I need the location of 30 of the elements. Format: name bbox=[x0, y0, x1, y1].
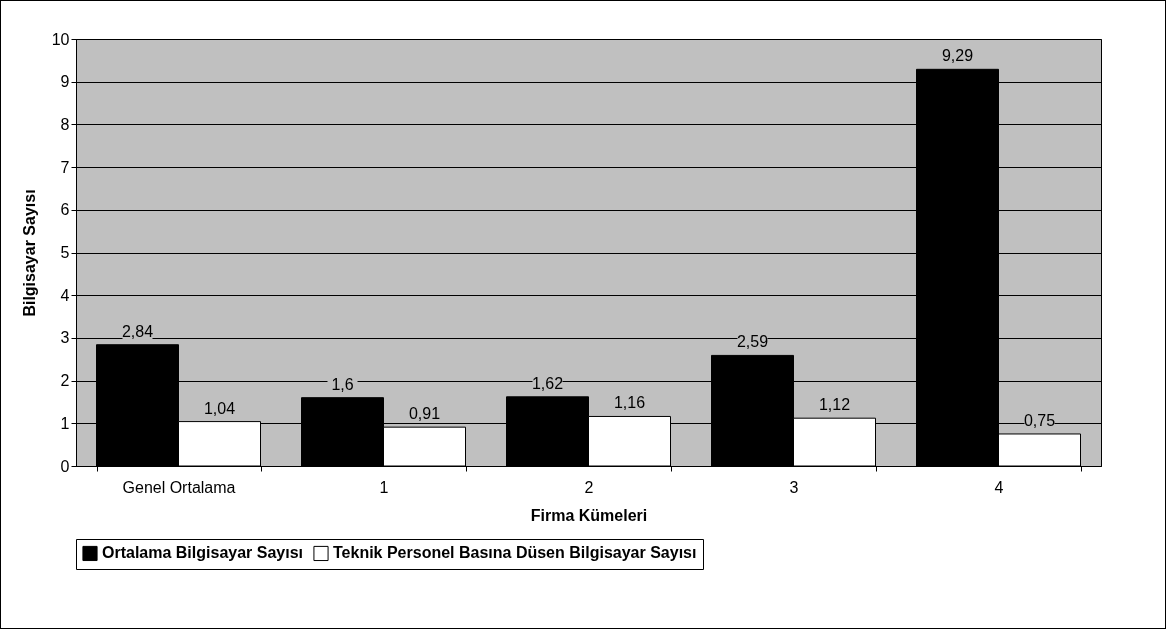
data-label: 1,12 bbox=[818, 396, 851, 414]
x-tick-label: 3 bbox=[789, 478, 799, 496]
y-tick-label: 2 bbox=[60, 372, 70, 390]
y-tick-label: 4 bbox=[60, 286, 70, 304]
y-tick-label: 5 bbox=[60, 244, 70, 261]
data-label: 0,91 bbox=[408, 405, 441, 423]
data-label: 2,84 bbox=[121, 322, 154, 340]
legend-label: Teknik Personel Basına Düsen Bilgisayar Sayısı bbox=[333, 544, 697, 562]
x-tick-label: Genel Ortalama bbox=[122, 478, 236, 496]
y-tick-label: 0 bbox=[60, 457, 70, 475]
y-tick-label: 6 bbox=[60, 201, 70, 219]
data-label: 1,16 bbox=[613, 394, 646, 412]
y-tick-label: 10 bbox=[51, 30, 70, 48]
x-tick-label: 1 bbox=[379, 478, 389, 496]
y-axis-title: Bilgisayar Sayısı bbox=[20, 189, 38, 317]
y-tick-label: 9 bbox=[60, 73, 70, 91]
data-label: 1,62 bbox=[531, 374, 564, 392]
data-label: 2,59 bbox=[736, 333, 769, 351]
data-label: 0,75 bbox=[1023, 411, 1056, 429]
x-tick-label: 2 bbox=[584, 478, 594, 496]
x-axis-title: Firma Kümeleri bbox=[530, 506, 648, 524]
x-tick-label: 4 bbox=[994, 478, 1004, 496]
legend-label: Ortalama Bilgisayar Sayısı bbox=[102, 544, 303, 562]
data-label: 1,04 bbox=[203, 399, 236, 417]
y-tick-label: 3 bbox=[60, 329, 70, 347]
data-label: 1,6 bbox=[331, 375, 354, 393]
y-tick-label: 7 bbox=[60, 158, 70, 176]
data-label: 9,29 bbox=[941, 47, 974, 65]
y-tick-label: 8 bbox=[60, 115, 70, 133]
y-tick-label: 1 bbox=[60, 414, 70, 432]
